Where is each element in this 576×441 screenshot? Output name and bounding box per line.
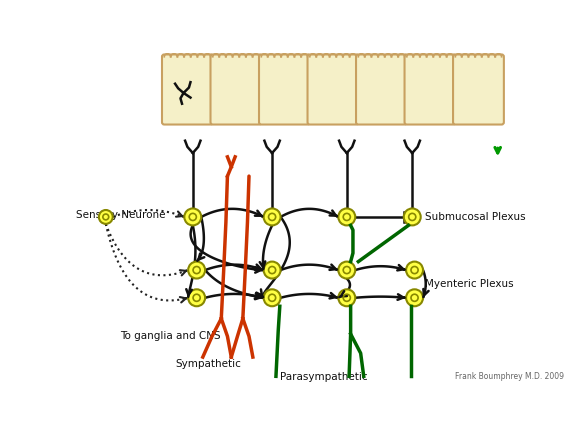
Text: Sensory Neurone: Sensory Neurone [76, 209, 165, 220]
Text: Sympathetic: Sympathetic [175, 359, 241, 369]
Text: Frank Boumphrey M.D. 2009: Frank Boumphrey M.D. 2009 [454, 372, 563, 381]
FancyBboxPatch shape [356, 54, 407, 124]
Circle shape [184, 209, 201, 225]
Circle shape [188, 289, 205, 306]
Circle shape [338, 209, 355, 225]
Circle shape [338, 262, 355, 279]
Circle shape [404, 209, 420, 225]
Circle shape [264, 289, 281, 306]
Text: Parasympathetic: Parasympathetic [280, 372, 367, 382]
FancyBboxPatch shape [453, 54, 504, 124]
FancyBboxPatch shape [404, 54, 456, 124]
Circle shape [99, 210, 113, 224]
Circle shape [264, 209, 281, 225]
Circle shape [188, 262, 205, 279]
Circle shape [338, 289, 355, 306]
FancyBboxPatch shape [210, 54, 262, 124]
FancyBboxPatch shape [259, 54, 310, 124]
Circle shape [264, 262, 281, 279]
Circle shape [406, 262, 423, 279]
Text: Submucosal Plexus: Submucosal Plexus [425, 212, 525, 222]
FancyBboxPatch shape [162, 54, 213, 124]
Text: Myenteric Plexus: Myenteric Plexus [425, 279, 513, 289]
Text: To ganglia and CNS: To ganglia and CNS [120, 331, 220, 341]
FancyBboxPatch shape [308, 54, 358, 124]
Circle shape [406, 289, 423, 306]
